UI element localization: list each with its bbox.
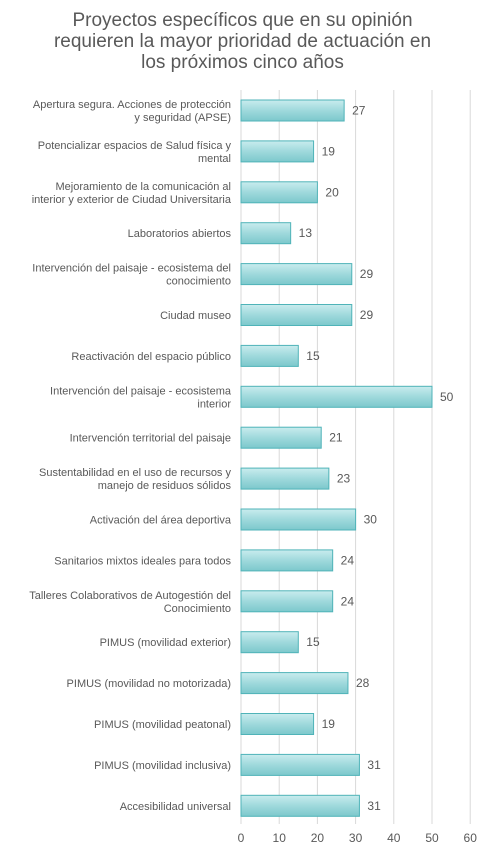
category-label: Conocimiento xyxy=(164,603,231,615)
bar xyxy=(240,467,330,490)
category-label: Accesibilidad universal xyxy=(120,801,231,813)
data-label: 20 xyxy=(325,185,339,199)
data-label: 15 xyxy=(306,349,320,363)
data-labels: 27 19 20 13 29 29 15 50 21 23 30 24 24 15 28 19 31 31 xyxy=(299,104,454,813)
data-label: 15 xyxy=(306,635,320,649)
x-tick-label: 10 xyxy=(273,831,287,845)
bar xyxy=(240,140,315,163)
data-label: 24 xyxy=(341,553,355,567)
bar xyxy=(240,508,357,531)
category-label: Reactivación del espacio público xyxy=(71,351,231,363)
data-label: 31 xyxy=(367,758,381,772)
data-label: 13 xyxy=(299,226,313,240)
bar xyxy=(240,181,318,204)
category-label: manejo de residuos sólidos xyxy=(98,480,232,492)
bar xyxy=(240,794,360,817)
data-label: 19 xyxy=(322,144,336,158)
bar xyxy=(240,385,433,408)
category-label: Mejoramiento de la comunicación al xyxy=(56,181,231,193)
bar xyxy=(240,99,345,122)
category-label: Apertura segura. Acciones de protección xyxy=(33,99,231,111)
data-label: 29 xyxy=(360,267,374,281)
x-tick-label: 50 xyxy=(425,831,439,845)
category-labels: Apertura segura. Acciones de proteccióny… xyxy=(29,99,232,813)
x-tick-label: 0 xyxy=(238,831,245,845)
category-label: Intervención del paisaje - ecosistema de… xyxy=(32,263,231,275)
bars xyxy=(240,99,433,817)
category-label: y seguridad (APSE) xyxy=(134,112,231,124)
category-label: Ciudad museo xyxy=(160,310,231,322)
category-label: PIMUS (movilidad inclusiva) xyxy=(94,760,231,772)
x-tick-label: 60 xyxy=(464,831,478,845)
category-label: Intervención del paisaje - ecosistema xyxy=(50,385,232,397)
bar xyxy=(240,222,292,245)
chart-title: Proyectos específicos que en su opinión … xyxy=(0,10,485,73)
chart-title-line-3: los próximos cinco años xyxy=(141,52,344,73)
x-axis-ticks: 0 10 20 30 40 50 60 xyxy=(238,831,478,845)
x-tick-label: 30 xyxy=(349,831,363,845)
chart-title-line-1: Proyectos específicos que en su opinión xyxy=(72,10,413,31)
data-label: 19 xyxy=(322,717,336,731)
category-label: Activación del área deportiva xyxy=(90,515,232,527)
data-label: 23 xyxy=(337,472,351,486)
category-label: PIMUS (movilidad peatonal) xyxy=(94,719,231,731)
data-label: 24 xyxy=(341,594,355,608)
bar xyxy=(240,549,334,572)
category-label: interior xyxy=(197,398,231,410)
category-label: Sustentabilidad en el uso de recursos y xyxy=(39,467,232,479)
category-label: interior y exterior de Ciudad Universita… xyxy=(32,194,232,206)
gridlines xyxy=(240,90,471,824)
category-label: Intervención territorial del paisaje xyxy=(70,433,231,445)
bar xyxy=(240,344,299,367)
data-label: 28 xyxy=(356,676,370,690)
data-label: 50 xyxy=(440,390,454,404)
bar xyxy=(240,304,353,326)
bar xyxy=(240,631,299,654)
data-label: 31 xyxy=(367,799,381,813)
data-label: 21 xyxy=(329,431,343,445)
category-label: Talleres Colaborativos de Autogestión de… xyxy=(29,590,231,602)
bar xyxy=(240,590,334,613)
bar xyxy=(240,753,360,776)
category-label: PIMUS (movilidad exterior) xyxy=(100,637,231,649)
category-label: Sanitarios mixtos ideales para todos xyxy=(54,555,231,567)
data-label: 30 xyxy=(364,513,378,527)
data-label: 27 xyxy=(352,104,366,118)
category-label: Potencializar espacios de Salud física y xyxy=(38,140,232,152)
bar xyxy=(240,263,353,286)
x-tick-label: 20 xyxy=(311,831,325,845)
x-tick-label: 40 xyxy=(387,831,401,845)
category-label: Laboratorios abiertos xyxy=(128,228,232,240)
category-label: conocimiento xyxy=(166,276,231,288)
bar xyxy=(240,672,349,695)
data-label: 29 xyxy=(360,308,374,322)
category-label: PIMUS (movilidad no motorizada) xyxy=(67,678,231,690)
chart-title-line-2: requieren la mayor prioridad de actuació… xyxy=(53,31,432,52)
bar xyxy=(240,713,315,735)
category-label: mental xyxy=(198,153,231,165)
bar xyxy=(240,426,322,449)
